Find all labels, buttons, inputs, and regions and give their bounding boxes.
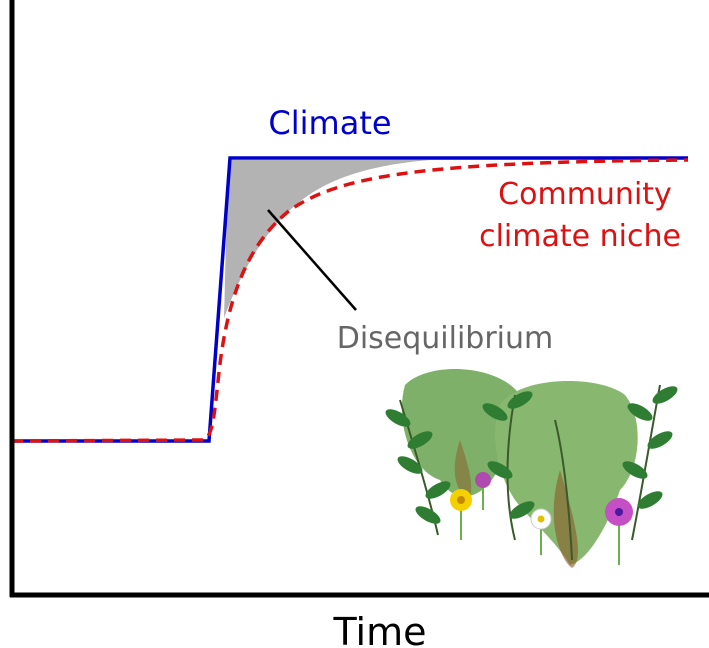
plants-illustration xyxy=(385,368,678,568)
x-axis-label: Time xyxy=(333,610,427,648)
pointer-line xyxy=(267,209,357,311)
disequilibrium-label: Disequilibrium xyxy=(337,321,554,356)
niche-label: climate niche xyxy=(479,219,681,254)
niche-label: Community xyxy=(498,177,672,212)
climate-label: Climate xyxy=(268,104,391,142)
disequilibrium-area xyxy=(224,160,430,318)
